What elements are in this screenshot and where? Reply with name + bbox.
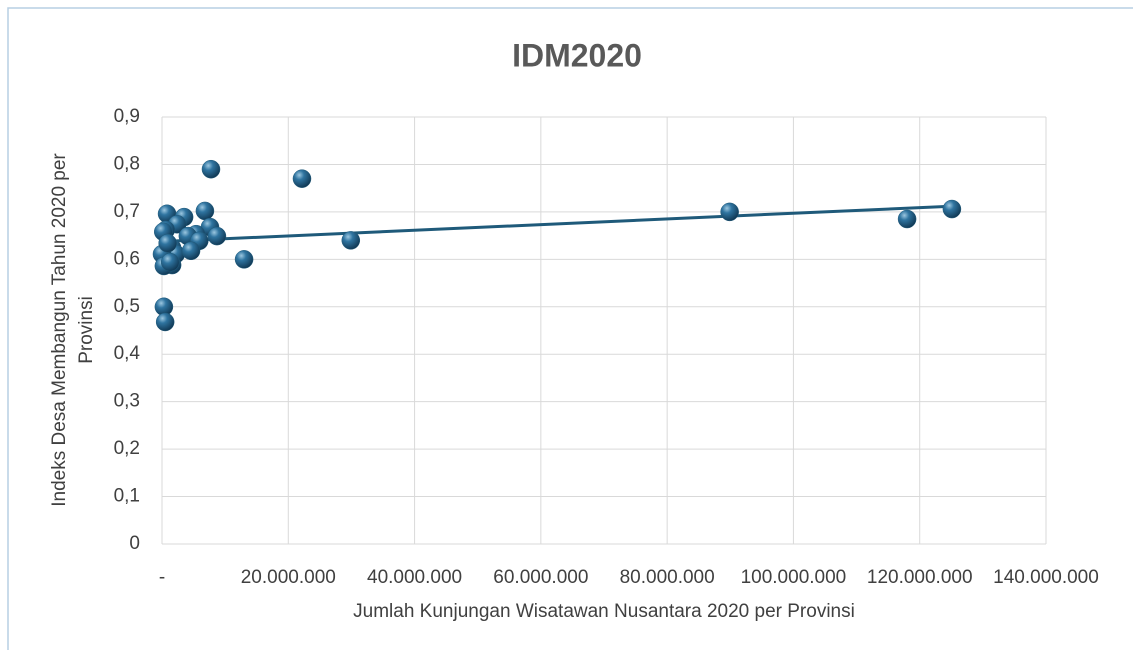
y-tick-label: 0,4 <box>114 343 141 364</box>
scatter-point <box>160 252 180 272</box>
x-axis-label: Jumlah Kunjungan Wisatawan Nusantara 202… <box>353 601 855 622</box>
x-tick-label: 100.000.000 <box>741 567 847 588</box>
y-axis-label-line: Provinsi <box>76 296 97 364</box>
scatter-point <box>234 250 254 269</box>
y-tick-label: 0,8 <box>114 153 140 174</box>
y-tick-label: 0 <box>129 533 140 554</box>
y-tick-label: 0,7 <box>114 201 140 222</box>
scatter-point <box>155 312 175 332</box>
y-tick-label: 0,9 <box>114 106 140 127</box>
scatter-point <box>158 233 177 253</box>
y-tick-label: 0,1 <box>114 486 140 507</box>
scatter-point <box>181 241 201 261</box>
y-tick-label: 0,5 <box>114 296 140 317</box>
y-tick-label: 0,2 <box>114 438 140 459</box>
x-tick-label: 80.000.000 <box>620 567 715 588</box>
chart-border <box>7 7 1133 650</box>
y-tick-label: 0,3 <box>114 391 140 412</box>
scatter-point <box>207 226 227 246</box>
trendline <box>168 204 952 243</box>
y-axis-label-line: Indeks Desa Membangun Tahun 2020 per <box>49 153 70 507</box>
scatter-point <box>897 209 917 229</box>
scatter-point <box>195 201 215 221</box>
scatter-point <box>942 199 962 219</box>
x-tick-label: 60.000.000 <box>493 567 588 588</box>
y-tick-label: 0,6 <box>114 248 140 269</box>
x-tick-label: 120.000.000 <box>867 567 973 588</box>
scatter-point <box>292 169 312 188</box>
scatter-point <box>720 202 739 222</box>
x-tick-label: 20.000.000 <box>241 567 336 588</box>
x-tick-label: - <box>159 567 165 588</box>
x-tick-label: 140.000.000 <box>993 567 1099 588</box>
chart-title: IDM2020 <box>512 37 642 73</box>
x-tick-label: 40.000.000 <box>367 567 462 588</box>
scatter-point <box>341 231 361 250</box>
scatter-point <box>201 159 221 179</box>
y-axis-label: Indeks Desa Membangun Tahun 2020 per Pro… <box>49 153 97 507</box>
